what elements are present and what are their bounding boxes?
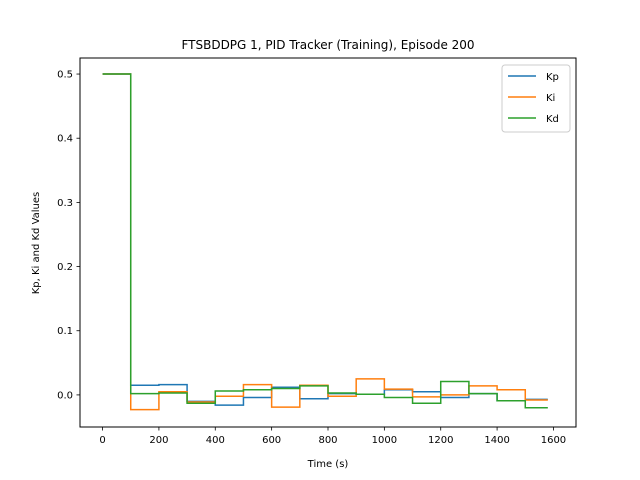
x-tick-label: 1600 <box>541 435 566 446</box>
series-line-kd <box>102 73 548 409</box>
y-tick-label: 0.4 <box>57 134 73 145</box>
y-ticks: 0.0 0.1 0.2 0.3 0.4 0.5 <box>57 70 80 401</box>
plot-frame <box>79 57 577 428</box>
y-tick-label: 0.2 <box>57 262 73 273</box>
y-tick-label: 0.5 <box>57 70 73 81</box>
y-tick-label: 0.0 <box>57 390 73 401</box>
legend-label-kd: Kd <box>546 114 559 125</box>
plot-series <box>102 73 548 411</box>
x-tick-label: 1000 <box>372 435 397 446</box>
x-ticks: 0 200 400 600 800 1000 1200 1400 1600 <box>99 427 566 446</box>
y-tick-label: 0.1 <box>57 326 73 337</box>
x-tick-label: 1200 <box>428 435 453 446</box>
x-tick-label: 400 <box>206 435 225 446</box>
x-tick-label: 800 <box>318 435 337 446</box>
x-axis-label: Time (s) <box>307 459 349 470</box>
x-tick-label: 1400 <box>484 435 509 446</box>
legend-label-kp: Kp <box>546 72 559 83</box>
x-tick-label: 200 <box>149 435 168 446</box>
chart-title: FTSBDDPG 1, PID Tracker (Training), Epis… <box>181 38 474 52</box>
legend-box <box>501 64 571 133</box>
x-tick-label: 0 <box>99 435 105 446</box>
y-axis-label: Kp, Ki and Kd Values <box>31 192 42 295</box>
y-tick-label: 0.3 <box>57 198 73 209</box>
legend: Kp Ki Kd <box>501 64 571 133</box>
legend-label-ki: Ki <box>546 93 555 104</box>
x-tick-label: 600 <box>262 435 281 446</box>
